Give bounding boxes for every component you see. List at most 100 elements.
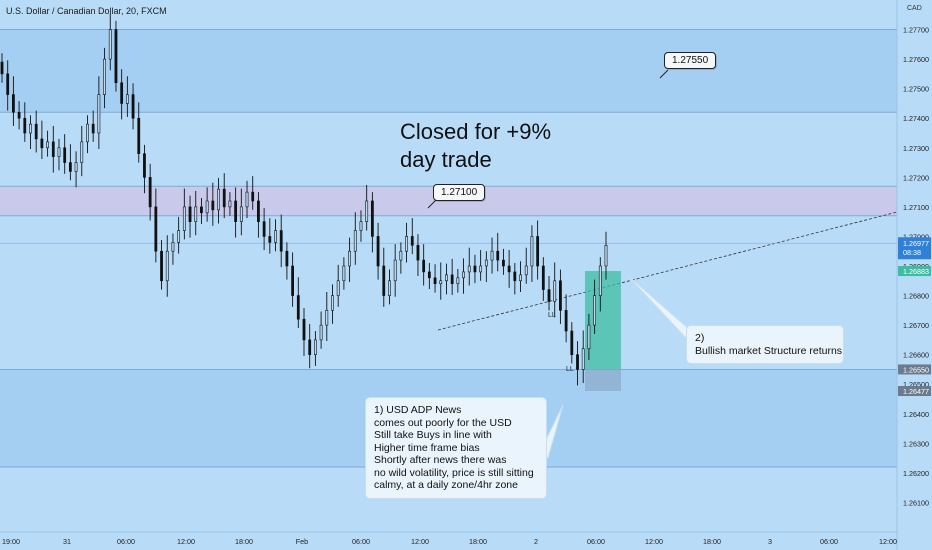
candle-bear [296, 295, 300, 320]
time-tick-label: 06:00 [820, 537, 838, 546]
candle-bear [427, 271, 431, 279]
time-tick-label: 12:00 [177, 537, 195, 546]
candle-bull [103, 58, 106, 95]
candle-bear [376, 236, 380, 267]
headline-line-2: day trade [400, 147, 492, 172]
price-tick-label: 1.26600 [903, 351, 929, 360]
candle-bear [154, 206, 158, 252]
candle-bull [604, 245, 608, 267]
note-bullish-structure[interactable]: 2) Bullish market Structure returns [686, 325, 844, 364]
candle-bull [125, 94, 129, 104]
time-tick-label: 12:00 [645, 537, 663, 546]
candle-bear [34, 123, 38, 140]
candle-bear [564, 310, 568, 332]
candle-bear [433, 277, 437, 285]
candle-bear [257, 200, 260, 222]
candle-bear [473, 265, 477, 273]
candle-bull [205, 200, 209, 214]
price-tick-label: 1.27600 [903, 55, 929, 64]
candle-bear [410, 236, 414, 246]
candle-bull [405, 236, 408, 252]
time-tick-label: 18:00 [235, 537, 253, 546]
candle-bear [308, 339, 312, 355]
current-price-badge [898, 237, 931, 260]
candle-bear [502, 259, 505, 267]
candle-bear [200, 206, 203, 214]
candle-bull [393, 259, 397, 282]
label-1-27550[interactable]: 1.27550 [664, 52, 717, 69]
candle-bull [177, 230, 181, 243]
note-adp-line: comes out poorly for the USD [374, 416, 512, 429]
candle-bear [302, 318, 306, 341]
note-adp-line: Shortly after news there was [374, 454, 507, 466]
price-badge-label: 1.26550 [903, 365, 929, 374]
candle-bear [507, 265, 511, 273]
candle-bull [57, 147, 61, 157]
candle-bull [29, 123, 32, 134]
candle-bear [541, 265, 545, 290]
candle-bull [587, 324, 591, 350]
candle-bull [462, 271, 465, 279]
candle-bear [114, 29, 118, 84]
candle-bull [530, 236, 534, 267]
time-axis: 19:00 31 06:00 12:00 18:00 Feb 06:00 12:00 18:00… [0, 531, 897, 546]
time-tick-label: 06:00 [352, 537, 370, 546]
price-tick-label: 1.27100 [903, 203, 929, 212]
candle-bull [467, 265, 471, 273]
candle-bull [97, 94, 101, 134]
candle-bear [570, 330, 574, 355]
trendlines-layer [437, 211, 898, 331]
candle-bull [274, 230, 277, 243]
candle-bull [342, 265, 346, 282]
price-tick-label: 1.26300 [903, 439, 929, 448]
candle-bear [222, 188, 226, 208]
time-tick-label: 2 [534, 537, 538, 546]
candle-bull [524, 265, 528, 276]
zone-supply [0, 29, 897, 113]
candle-bear [160, 250, 163, 282]
time-tick-label: Feb [296, 537, 308, 546]
headline: Closed for +9% day trade [400, 118, 551, 174]
price-badge-label: 1.26883 [903, 267, 929, 276]
candle-bear [17, 112, 21, 119]
price-tick-label: 1.26200 [903, 469, 929, 478]
candle-bear [11, 94, 15, 113]
label-1-27100[interactable]: 1.27100 [433, 184, 486, 201]
candle-bear [382, 265, 386, 296]
candle-bull [80, 141, 84, 163]
candle-bull [108, 29, 112, 60]
candle-bear [262, 221, 266, 237]
candle-bear [496, 250, 500, 261]
dashed-trendline [437, 211, 898, 331]
candle-bear [23, 117, 27, 134]
currency-label: CAD [907, 5, 922, 12]
candle-bull [86, 123, 89, 143]
candle-bear [547, 289, 551, 302]
note-adp-news[interactable]: 1) USD ADP News comes out poorly for the … [365, 397, 547, 499]
symbol-title: U.S. Dollar / Canadian Dollar, 20, FXCM [6, 6, 167, 16]
candle-bull [74, 162, 78, 172]
price-badge-bg [898, 386, 931, 397]
price-tick-label: 1.26800 [903, 292, 929, 301]
candle-bull [194, 206, 198, 222]
candle-bull [490, 250, 494, 261]
note-adp-line: Still take Buys in line with [374, 429, 492, 441]
candle-bull [445, 274, 448, 282]
candle-bear [68, 162, 72, 172]
price-badge-label: 1.26477 [903, 387, 929, 396]
price-tick-label: 1.27500 [903, 85, 929, 94]
price-tick-label: 1.26100 [903, 498, 929, 507]
candle-bull [336, 280, 340, 296]
time-tick-label: 06:00 [587, 537, 605, 546]
candle-bear [211, 200, 215, 211]
candle-bear [291, 265, 295, 296]
time-tick-label: 18:00 [703, 537, 721, 546]
candle-bull [399, 250, 403, 261]
time-tick-label: 06:00 [117, 537, 135, 546]
candle-bull [325, 310, 329, 326]
price-tick-label: 1.27700 [903, 26, 929, 35]
price-tick-label: 1.26700 [903, 321, 929, 330]
note-adp-line: calmy, at a daily zone/4hr zone [374, 479, 518, 491]
